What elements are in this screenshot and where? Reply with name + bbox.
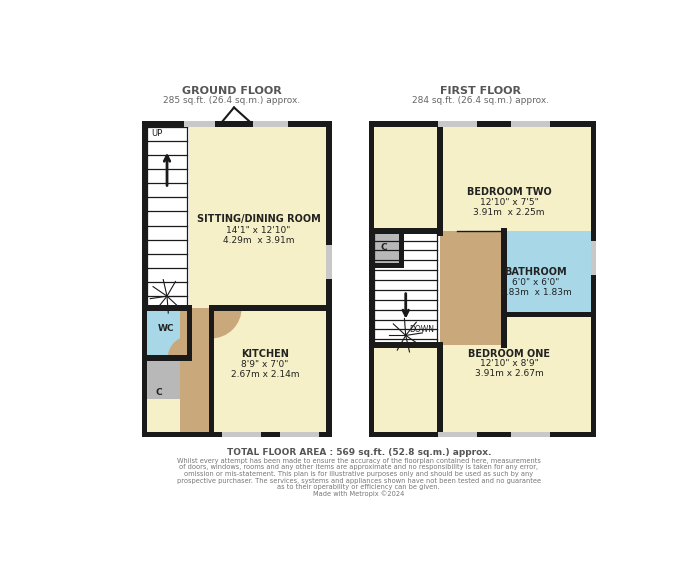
Bar: [209, 305, 214, 437]
Text: prospective purchaser. The services, systems and appliances shown have not been : prospective purchaser. The services, sys…: [176, 478, 541, 484]
Text: GROUND FLOOR: GROUND FLOOR: [182, 86, 281, 95]
Bar: [440, 231, 503, 344]
Text: DOWN: DOWN: [410, 325, 435, 335]
Bar: [209, 305, 332, 310]
Text: FIRST FLOOR: FIRST FLOOR: [440, 86, 521, 95]
Bar: [501, 312, 596, 317]
Bar: [326, 121, 332, 437]
Bar: [501, 228, 507, 348]
Bar: [374, 231, 401, 265]
Bar: [591, 121, 596, 437]
Bar: [511, 432, 550, 437]
Text: Whilst every attempt has been made to ensure the accuracy of the floorplan conta: Whilst every attempt has been made to en…: [177, 458, 540, 464]
Bar: [280, 432, 318, 437]
Text: C: C: [155, 388, 162, 397]
Text: BEDROOM ONE: BEDROOM ONE: [468, 349, 550, 359]
Bar: [147, 358, 180, 398]
Bar: [141, 121, 332, 437]
Bar: [180, 308, 211, 432]
Bar: [147, 126, 189, 308]
Text: UP: UP: [151, 129, 162, 138]
Text: 2.67m x 2.14m: 2.67m x 2.14m: [230, 370, 299, 379]
Bar: [141, 121, 332, 126]
Text: as to their operability or efficiency can be given.: as to their operability or efficiency ca…: [277, 484, 440, 490]
Bar: [399, 228, 404, 269]
Text: 284 sq.ft. (26.4 sq.m.) approx.: 284 sq.ft. (26.4 sq.m.) approx.: [412, 96, 549, 105]
Text: 4.29m  x 3.91m: 4.29m x 3.91m: [223, 236, 295, 245]
Text: of doors, windows, rooms and any other items are approximate and no responsibili: of doors, windows, rooms and any other i…: [179, 465, 538, 470]
Bar: [438, 121, 477, 126]
Text: 12'10" x 8'9": 12'10" x 8'9": [480, 359, 538, 369]
Bar: [326, 244, 332, 279]
Text: SITTING/DINING ROOM: SITTING/DINING ROOM: [197, 214, 321, 224]
Text: 12'10" x 7'5": 12'10" x 7'5": [480, 198, 538, 208]
Bar: [141, 432, 332, 437]
Bar: [591, 241, 596, 275]
Bar: [503, 231, 591, 314]
Text: 285 sq.ft. (26.4 sq.m.) approx.: 285 sq.ft. (26.4 sq.m.) approx.: [163, 96, 300, 105]
Wedge shape: [211, 308, 241, 339]
Bar: [223, 432, 261, 437]
Text: WC: WC: [158, 324, 174, 333]
Text: 3.91m  x 2.25m: 3.91m x 2.25m: [473, 209, 545, 217]
Bar: [369, 263, 403, 269]
Bar: [511, 121, 550, 126]
Bar: [369, 342, 442, 348]
Bar: [141, 305, 189, 310]
Bar: [147, 308, 189, 358]
Text: omission or mis-statement. This plan is for illustrative purposes only and shoul: omission or mis-statement. This plan is …: [184, 471, 533, 477]
Text: TOTAL FLOOR AREA : 569 sq.ft. (52.8 sq.m.) approx.: TOTAL FLOOR AREA : 569 sq.ft. (52.8 sq.m…: [227, 448, 491, 457]
Bar: [369, 121, 596, 437]
Text: 6'0" x 6'0": 6'0" x 6'0": [512, 278, 559, 287]
Text: Made with Metropix ©2024: Made with Metropix ©2024: [313, 490, 405, 497]
Bar: [369, 432, 596, 437]
Bar: [369, 121, 596, 126]
Bar: [187, 305, 192, 361]
Wedge shape: [401, 200, 432, 231]
Text: 8'9" x 7'0": 8'9" x 7'0": [241, 360, 288, 369]
Bar: [141, 355, 192, 361]
Text: KITCHEN: KITCHEN: [241, 349, 288, 359]
Bar: [253, 121, 288, 126]
Bar: [184, 121, 215, 126]
Text: BATHROOM: BATHROOM: [505, 266, 567, 277]
Bar: [141, 121, 147, 437]
Bar: [369, 228, 442, 234]
Bar: [369, 121, 374, 437]
Bar: [374, 231, 440, 344]
Wedge shape: [168, 336, 189, 358]
Text: 1.83m  x 1.83m: 1.83m x 1.83m: [500, 288, 572, 297]
Bar: [438, 432, 477, 437]
Bar: [438, 121, 442, 236]
Wedge shape: [457, 185, 503, 231]
Text: BEDROOM TWO: BEDROOM TWO: [466, 187, 552, 197]
Text: C: C: [380, 243, 386, 252]
Bar: [211, 308, 326, 432]
Text: 3.91m x 2.67m: 3.91m x 2.67m: [475, 369, 543, 378]
Text: 14'1" x 12'10": 14'1" x 12'10": [227, 226, 290, 235]
Bar: [438, 342, 442, 437]
